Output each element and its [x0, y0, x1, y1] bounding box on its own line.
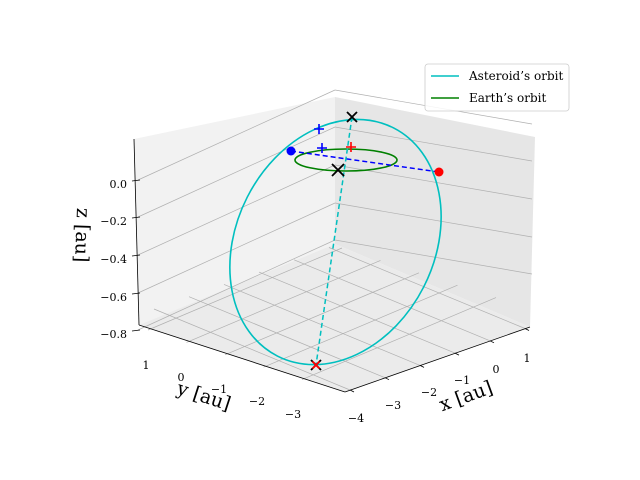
floor-pane: [139, 244, 530, 392]
back-right-pane: [335, 97, 535, 327]
marker-x: [311, 360, 321, 370]
z-tick-label: −0.6: [100, 291, 127, 304]
legend-label-asteroid: Asteroid’s orbit: [468, 69, 563, 83]
z-gridline: [334, 126, 533, 162]
z-gridline: [137, 164, 336, 256]
dashed-line-blue: [290, 150, 440, 173]
legend-label-earth: Earth’s orbit: [469, 91, 546, 105]
z-gridline: [137, 89, 336, 181]
asteroid-orbit: [229, 118, 442, 366]
orbits-layer: [229, 116, 442, 366]
x-tick-mark: [419, 365, 425, 368]
z-tick-mark: [131, 292, 141, 295]
y-gridline: [186, 260, 381, 343]
x-gridline: [258, 271, 456, 354]
z-tick-label: −0.2: [100, 215, 127, 228]
z-gridline: [137, 126, 336, 218]
x-gridline: [293, 259, 491, 342]
z-tick-label: −0.4: [100, 253, 127, 266]
y-tick-label: 1: [143, 359, 150, 372]
marker-x: [346, 111, 358, 123]
z-tick-mark: [131, 216, 141, 219]
y-gridline: [147, 247, 343, 331]
marker-plus: [317, 143, 327, 153]
legend-frame: [424, 63, 570, 112]
y-gridline: [263, 284, 458, 368]
x-tick-mark: [489, 340, 495, 344]
x-tick-label: 0: [493, 363, 500, 376]
marker-circle: [286, 146, 296, 156]
earth-orbit: [294, 148, 398, 172]
z-gridline: [137, 202, 336, 294]
axis-ticks: −0.8 −0.6 −0.4 −0.2 0.0 −3 −2 −1 0 1 −4 −3 −2 −1 0 1: [100, 178, 530, 425]
z-axis-line: [133, 138, 140, 326]
y-tick-label: −3: [285, 408, 301, 421]
y-tick-label: −1: [211, 383, 227, 396]
x-gridline: [188, 296, 386, 379]
x-gridline: [153, 308, 351, 391]
z-axis-title: z [au]: [70, 208, 94, 263]
markers-layer: [286, 111, 444, 371]
x-axis-line: [344, 326, 531, 393]
x-tick-mark: [454, 352, 460, 356]
z-tick-label: −0.8: [100, 328, 127, 341]
z-gridline: [137, 239, 336, 331]
z-gridline: [334, 239, 533, 275]
gridlines: [137, 89, 533, 391]
legend: Asteroid’s orbit Earth’s orbit: [424, 63, 570, 112]
y-axis-line: [138, 324, 346, 393]
marker-plus: [314, 124, 324, 134]
z-tick-mark: [131, 329, 141, 332]
x-tick-label: 1: [524, 352, 531, 365]
y-tick-label: 0: [178, 371, 185, 384]
marker-plus: [346, 142, 356, 152]
x-tick-label: −4: [348, 412, 364, 425]
y-tick-label: −2: [249, 395, 265, 408]
x-tick-label: −1: [454, 374, 470, 387]
x-tick-label: −2: [421, 386, 437, 399]
x-gridline: [328, 247, 526, 329]
x-tick-label: −3: [385, 399, 401, 412]
x-tick-mark: [384, 377, 390, 381]
x-tick-mark: [524, 328, 530, 331]
z-tick-mark: [131, 254, 141, 257]
marker-x: [331, 163, 345, 177]
x-tick-mark: [349, 389, 355, 393]
marker-circle: [434, 167, 444, 177]
z-tick-mark: [131, 179, 141, 182]
dashed-line-cyan: [315, 116, 353, 366]
z-gridline: [334, 202, 533, 238]
y-gridline: [301, 297, 497, 380]
z-tick-label: 0.0: [110, 178, 128, 191]
